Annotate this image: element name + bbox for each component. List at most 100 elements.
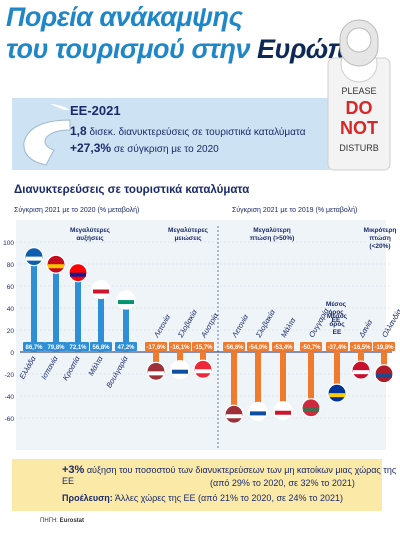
value-box-p0-3 [90,342,112,351]
value-box-p1-3 [300,342,322,351]
bar-p1-2 [280,352,286,411]
group-eu-average-line0: Μέσος [326,301,347,308]
value-label-p1-2: -53,4% [273,345,293,351]
value-box-p1-4 [326,342,348,351]
value-box-p0-5 [145,342,167,351]
eu-box-line1: 1,8 δισεκ. διανυκτερεύσεις σε τουριστικά… [70,124,306,138]
door-hanger-icon [327,19,391,171]
value-label-p0-2: 72,1% [69,345,87,351]
flag-stripe-p0-7 [195,369,211,374]
bar-p0-3 [98,289,104,352]
y-tick-5: 0 [10,350,14,357]
value-label-p0-3: 56,8% [92,345,110,351]
bottom-line3-label: Προέλευση: [62,493,113,503]
chart-layer: 100806040200-20-40-60Μεγαλύτερεςαυξήσεις… [3,220,400,450]
group-decreases-line1: μειώσεις [174,235,202,242]
y-tick-2: 60 [7,284,15,291]
eu-line2-value: +27,3% [70,141,112,155]
bar-p0-4 [123,300,129,352]
group-largest-drop-line1: πτώση (>50%) [250,235,295,242]
y-tick-1: 80 [7,262,15,269]
flag-stripe-p1-1 [250,411,266,416]
value-label-p0-4: 47,2% [117,345,135,351]
flag-stripe-p0-0 [26,256,42,261]
y-tick-4: 20 [7,328,15,335]
flag-stripe-p1-4 [329,393,345,398]
bar-p0-2 [75,272,81,352]
eu-box-title: ΕΕ-2021 [70,103,121,118]
value-label-p0-6: -16,1% [170,345,190,351]
group-decreases-line0: Μεγαλύτερες [168,226,209,234]
value-label-p0-0: 86,7% [25,345,43,351]
y-tick-6: -20 [5,372,15,379]
flag-stripe-p0-6 [172,369,188,374]
y-tick-3: 40 [7,306,15,313]
flag-stripe-p1-2 [275,410,291,415]
value-box-p0-1 [45,342,67,351]
page-title-line1: Πορεία ανάκαμψης [6,2,243,32]
source-value: Eurostat [59,518,84,524]
bar-p1-1 [255,352,261,412]
value-box-p0-6 [169,342,191,351]
bottom-line1: +3% αύξηση του ποσοστού των διανυκτερεύσ… [62,464,400,486]
y-tick-8: -60 [5,416,15,423]
eu-box-line2: +27,3% σε σύγκριση με το 2020 [70,141,219,155]
value-box-p0-4 [115,342,137,351]
value-label-p1-3: -50,7% [301,345,321,351]
flag-stripe-p1-0 [226,414,242,419]
bar-p0-1 [53,264,59,352]
value-label-p1-5: -16,5% [351,345,371,351]
door-sign-line3: NOT [340,118,378,138]
bottom-line3: Προέλευση: Άλλες χώρες της ΕΕ (από 21% τ… [62,493,343,503]
door-sign-line4: DISTURB [339,143,379,153]
bar-p0-0 [31,256,37,352]
value-box-p0-7 [192,342,214,351]
bar-p1-3 [308,352,314,408]
flag-stripe-p1-5 [353,370,369,375]
flag-stripe-p0-2 [70,272,86,277]
group-largest-drop-line0: Μεγαλύτερη [253,226,290,234]
flag-stripe-p1-3 [303,407,319,412]
door-sign-line2: DO [346,98,373,118]
door-handle-icon [23,104,71,166]
flag-stripe-p1-6 [376,373,392,378]
y-tick-7: -40 [5,394,15,401]
group-eu-average-line2: ΕΕ [332,317,341,324]
y-tick-0: 100 [3,240,14,247]
flag-stripe-p0-4 [118,300,134,305]
title-prefix: του τουρισμού στην [6,34,250,64]
eu-line1-value: 1,8 [70,124,87,138]
flag-stripe-p0-5 [148,371,164,376]
group-increases-line1: αυξήσεις [76,235,104,242]
door-sign-line1: PLEASE [341,86,376,96]
category-p1-4-line1: όρος [329,321,345,328]
bar-p0-5 [153,352,159,372]
bar-p1-6 [381,352,387,374]
flag-stripe-p0-3 [93,289,109,294]
category-p1-4-line2: ΕΕ [333,329,342,336]
group-smallest-drop-line2: (<20%) [369,243,390,250]
category-p1-4-line0: Μέσος [327,313,348,320]
value-label-p0-7: -15,7% [193,345,213,351]
value-box-p1-0 [223,342,245,351]
bottom-note-box [12,459,382,511]
source-label: ΠΗΓΗ: [40,518,58,524]
value-box-p0-0 [23,342,45,351]
flag-stripe-p0-1 [48,264,64,269]
value-label-p0-1: 79,8% [47,345,65,351]
bottom-line1-text: αύξηση του ποσοστού των διανυκτερεύσεων … [62,465,397,486]
value-box-p1-1 [247,342,269,351]
group-increases-line0: Μεγαλύτερες [70,226,111,234]
eu-line2-text: σε σύγκριση με το 2020 [113,144,219,155]
value-label-p1-4: -37,4% [327,345,347,351]
value-box-p0-2 [67,342,89,351]
bar-p1-4 [334,352,340,394]
bottom-line1-value: +3% [62,464,85,476]
bottom-line2: (από 29% το 2020, σε 32% το 2021) [210,478,355,488]
group-smallest-drop-line0: Μικρότερη [364,227,397,234]
value-box-p1-2 [272,342,294,351]
section-title: Διανυκτερεύσεις σε τουριστικά καταλύματα [14,184,250,196]
group-eu-average-line1: όρος [328,309,344,316]
